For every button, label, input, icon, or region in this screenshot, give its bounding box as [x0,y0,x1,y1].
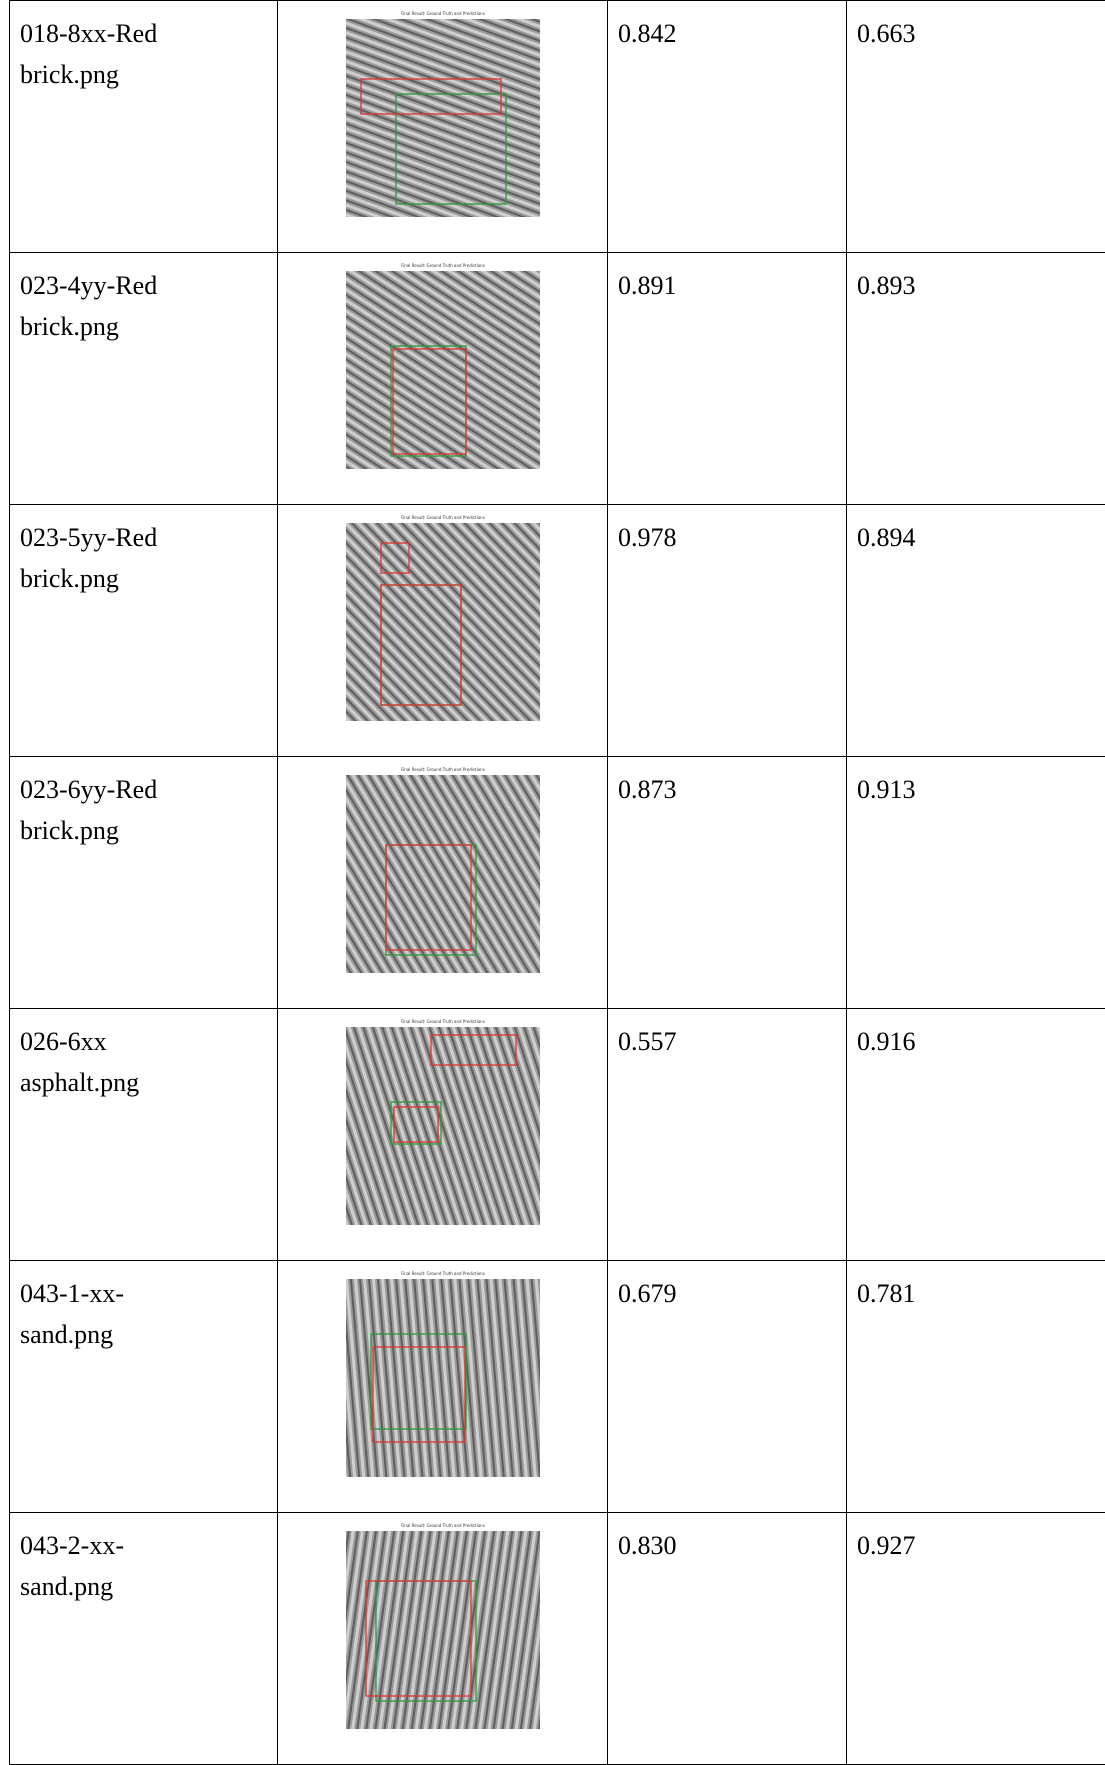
score-b: 0.894 [847,505,1105,757]
gpr-scan [346,1531,540,1729]
image-cell: Final Result: Ground Truth and Predictio… [278,757,608,1009]
image-title: Final Result: Ground Truth and Predictio… [401,1019,485,1024]
image-title: Final Result: Ground Truth and Predictio… [401,1523,485,1528]
file-cell: 026-6xx asphalt.png [10,1009,278,1261]
file-name: 043-2-xx-sand.png [20,1525,205,1607]
image-cell: Final Result: Ground Truth and Predictio… [278,253,608,505]
score-a: 0.557 [608,1009,847,1261]
score-b: 0.927 [847,1513,1105,1765]
file-name: 043-1-xx-sand.png [20,1273,205,1355]
image-title: Final Result: Ground Truth and Predictio… [401,515,485,520]
score-a: 0.679 [608,1261,847,1513]
file-cell: 043-2-xx-sand.png [10,1513,278,1765]
table-row: 023-6yy-Red brick.png Final Result: Groun… [10,757,1105,1009]
image-title: Final Result: Ground Truth and Predictio… [401,1271,485,1276]
gpr-scan [346,523,540,721]
file-name: 023-5yy-Red brick.png [20,517,205,599]
image-title: Final Result: Ground Truth and Predictio… [401,263,485,268]
score-a: 0.891 [608,253,847,505]
table-row: 023-4yy-Red brick.png Final Result: Groun… [10,253,1105,505]
score-b: 0.781 [847,1261,1105,1513]
score-b: 0.916 [847,1009,1105,1261]
image-title: Final Result: Ground Truth and Predictio… [401,767,485,772]
score-b: 0.663 [847,1,1105,253]
results-table: 018-8xx-Red brick.png Final Result: Groun… [9,0,1105,1765]
result-image: Final Result: Ground Truth and Predictio… [338,1521,548,1731]
table-body: 018-8xx-Red brick.png Final Result: Groun… [10,1,1105,1765]
table-row: 018-8xx-Red brick.png Final Result: Groun… [10,1,1105,253]
image-cell: Final Result: Ground Truth and Predictio… [278,1261,608,1513]
gpr-scan [346,19,540,217]
result-image: Final Result: Ground Truth and Predictio… [338,9,548,219]
score-b: 0.913 [847,757,1105,1009]
file-name: 023-6yy-Red brick.png [20,769,205,851]
score-a: 0.842 [608,1,847,253]
score-a: 0.830 [608,1513,847,1765]
image-title: Final Result: Ground Truth and Predictio… [401,11,485,16]
image-cell: Final Result: Ground Truth and Predictio… [278,1,608,253]
result-image: Final Result: Ground Truth and Predictio… [338,513,548,723]
result-image: Final Result: Ground Truth and Predictio… [338,261,548,471]
image-cell: Final Result: Ground Truth and Predictio… [278,1513,608,1765]
gpr-scan [346,1027,540,1225]
page: 018-8xx-Red brick.png Final Result: Groun… [0,0,1105,1690]
file-cell: 023-6yy-Red brick.png [10,757,278,1009]
score-a: 0.978 [608,505,847,757]
score-b: 0.893 [847,253,1105,505]
result-image: Final Result: Ground Truth and Predictio… [338,765,548,975]
file-cell: 023-5yy-Red brick.png [10,505,278,757]
file-name: 023-4yy-Red brick.png [20,265,205,347]
table-row: 043-1-xx-sand.png Final Result: Ground Tr… [10,1261,1105,1513]
image-cell: Final Result: Ground Truth and Predictio… [278,1009,608,1261]
file-cell: 023-4yy-Red brick.png [10,253,278,505]
image-cell: Final Result: Ground Truth and Predictio… [278,505,608,757]
table-row: 043-2-xx-sand.png Final Result: Ground Tr… [10,1513,1105,1765]
file-cell: 043-1-xx-sand.png [10,1261,278,1513]
score-a: 0.873 [608,757,847,1009]
gpr-scan [346,271,540,469]
table-row: 023-5yy-Red brick.png Final Result: Groun… [10,505,1105,757]
table-row: 026-6xx asphalt.png Final Result: Ground … [10,1009,1105,1261]
file-cell: 018-8xx-Red brick.png [10,1,278,253]
result-image: Final Result: Ground Truth and Predictio… [338,1269,548,1479]
file-name: 026-6xx asphalt.png [20,1021,205,1103]
file-name: 018-8xx-Red brick.png [20,13,205,95]
gpr-scan [346,1279,540,1477]
result-image: Final Result: Ground Truth and Predictio… [338,1017,548,1227]
gpr-scan [346,775,540,973]
